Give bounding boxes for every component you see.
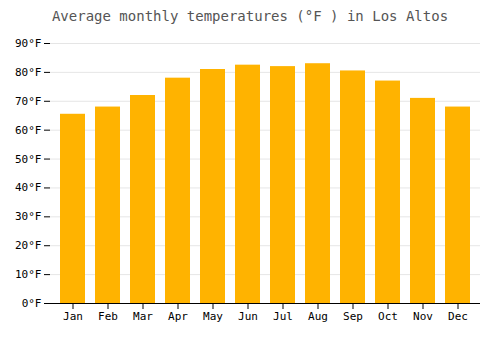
html-text:Average monthly temperatures (: Average monthly temperatures (°F ) in Lo… (51, 8, 449, 24)
svg-text:Jan: Jan (63, 310, 83, 323)
svg-text:Jun: Jun (238, 310, 258, 323)
svg-text:Jul: Jul (273, 310, 293, 323)
svg-text:May: May (203, 310, 223, 323)
svg-text:50°F: 50°F (15, 153, 42, 166)
svg-text:Aug: Aug (308, 310, 328, 323)
svg-text:0°F: 0°F (22, 297, 42, 310)
svg-text:40°F: 40°F (15, 181, 42, 194)
svg-text:70°F: 70°F (15, 95, 42, 108)
svg-text:Nov: Nov (413, 310, 433, 323)
svg-text:Feb: Feb (98, 310, 118, 323)
svg-text:Apr: Apr (168, 310, 188, 323)
svg-text:10°F: 10°F (15, 268, 42, 281)
svg-text:20°F: 20°F (15, 239, 42, 252)
svg-text:30°F: 30°F (15, 210, 42, 223)
svg-text:60°F: 60°F (15, 124, 42, 137)
svg-text:80°F: 80°F (15, 66, 42, 79)
svg-text:Oct: Oct (378, 310, 398, 323)
svg-text:Mar: Mar (133, 310, 153, 323)
svg-text:Sep: Sep (343, 310, 363, 323)
svg-text:90°F: 90°F (15, 37, 42, 50)
svg-text:Dec: Dec (448, 310, 468, 323)
